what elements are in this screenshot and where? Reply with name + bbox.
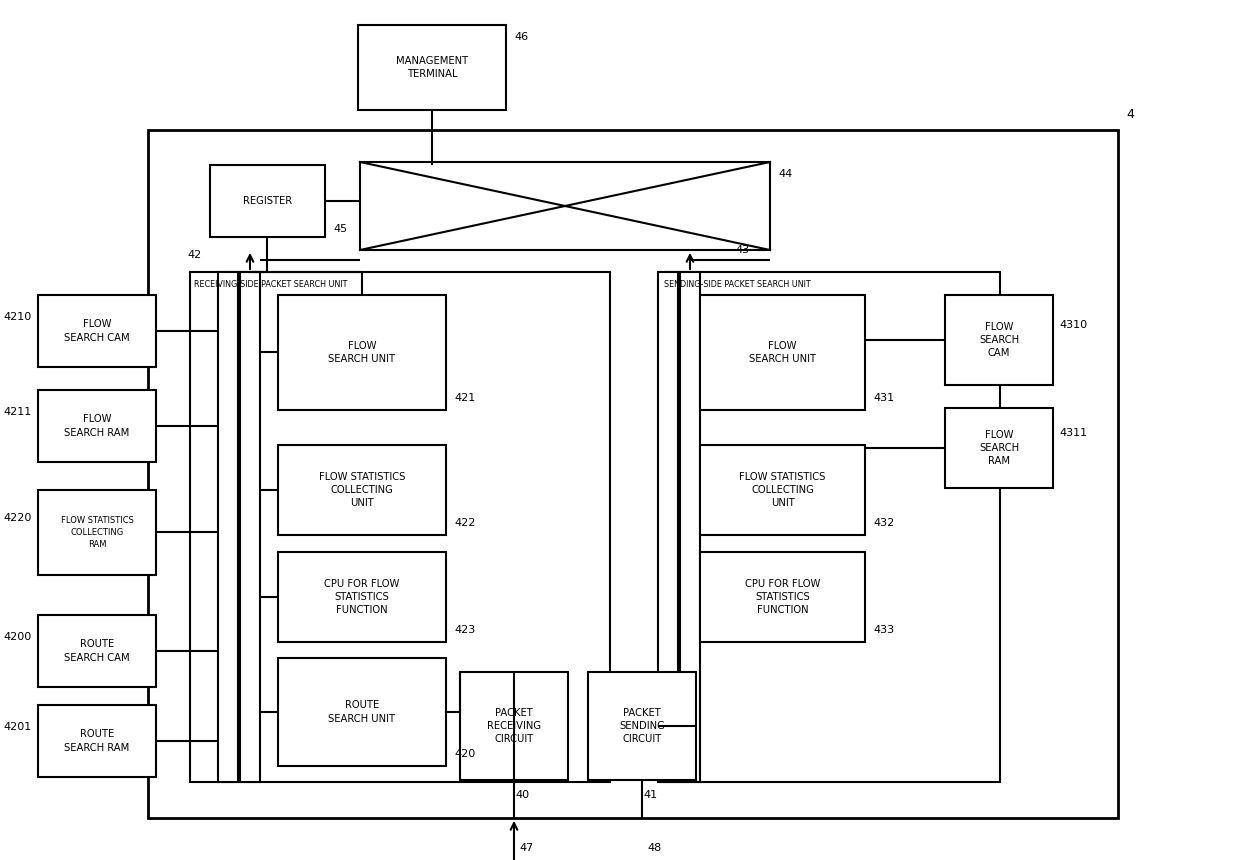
Bar [701,552,866,642]
Text: 4201: 4201 [4,722,32,732]
Text: 431: 431 [873,393,894,403]
Text: 47: 47 [520,843,533,853]
Bar [38,615,156,687]
Bar [38,390,156,462]
Text: FLOW STATISTICS
COLLECTING
RAM: FLOW STATISTICS COLLECTING RAM [61,516,134,549]
Text: 4200: 4200 [4,632,32,642]
Bar [148,130,1118,818]
Text: FLOW
SEARCH
RAM: FLOW SEARCH RAM [978,430,1019,466]
Text: FLOW STATISTICS
COLLECTING
UNIT: FLOW STATISTICS COLLECTING UNIT [319,472,405,508]
Text: RECEIVING-SIDE PACKET SEARCH UNIT: RECEIVING-SIDE PACKET SEARCH UNIT [193,280,347,289]
Text: FLOW
SEARCH CAM: FLOW SEARCH CAM [64,319,130,342]
Text: CPU FOR FLOW
STATISTICS
FUNCTION: CPU FOR FLOW STATISTICS FUNCTION [745,579,820,615]
Bar [38,295,156,367]
Bar [360,162,770,250]
Text: 45: 45 [334,224,347,234]
Text: 433: 433 [873,625,894,635]
Text: 421: 421 [454,393,475,403]
Text: FLOW STATISTICS
COLLECTING
UNIT: FLOW STATISTICS COLLECTING UNIT [739,472,826,508]
Bar [278,658,446,766]
Text: 4311: 4311 [1059,428,1087,438]
Bar [945,408,1053,488]
Text: ROUTE
SEARCH RAM: ROUTE SEARCH RAM [64,729,130,752]
Text: 4210: 4210 [4,312,32,322]
Text: 43: 43 [735,245,749,255]
Bar [38,490,156,575]
Bar [278,445,446,535]
Bar [460,672,568,780]
Bar [701,445,866,535]
Text: CPU FOR FLOW
STATISTICS
FUNCTION: CPU FOR FLOW STATISTICS FUNCTION [325,579,399,615]
Bar [241,272,260,782]
Text: FLOW
SEARCH UNIT: FLOW SEARCH UNIT [749,341,816,364]
Text: 4211: 4211 [4,407,32,417]
Text: 432: 432 [873,518,894,528]
Text: FLOW
SEARCH RAM: FLOW SEARCH RAM [64,415,130,438]
Text: 4220: 4220 [4,513,32,523]
Text: PACKET
SENDING
CIRCUIT: PACKET SENDING CIRCUIT [619,708,665,744]
Text: PACKET
RECEIVING
CIRCUIT: PACKET RECEIVING CIRCUIT [487,708,541,744]
Bar [680,272,701,782]
Text: FLOW
SEARCH UNIT: FLOW SEARCH UNIT [329,341,396,364]
Text: 423: 423 [454,625,475,635]
Text: 46: 46 [515,32,528,42]
Text: 41: 41 [642,790,657,800]
Bar [190,272,610,782]
Text: 44: 44 [777,169,792,179]
Text: SENDING-SIDE PACKET SEARCH UNIT: SENDING-SIDE PACKET SEARCH UNIT [663,280,811,289]
Bar [210,165,325,237]
Bar [218,272,238,782]
Bar [660,272,999,782]
Text: 40: 40 [515,790,529,800]
Text: 420: 420 [454,749,475,759]
Bar [588,672,696,780]
Text: FLOW
SEARCH
CAM: FLOW SEARCH CAM [978,322,1019,359]
Text: 42: 42 [187,250,202,260]
Text: ROUTE
SEARCH CAM: ROUTE SEARCH CAM [64,639,130,662]
Bar [278,295,446,410]
Text: 4310: 4310 [1059,320,1087,330]
Text: MANAGEMENT
TERMINAL: MANAGEMENT TERMINAL [396,56,467,79]
Bar [278,552,446,642]
Bar [658,272,678,782]
Bar [38,705,156,777]
Bar [945,295,1053,385]
Text: 48: 48 [647,843,661,853]
Text: ROUTE
SEARCH UNIT: ROUTE SEARCH UNIT [329,700,396,723]
Bar [701,295,866,410]
Text: 4: 4 [1126,108,1133,121]
Bar [358,25,506,110]
Text: REGISTER: REGISTER [243,196,293,206]
Text: 422: 422 [454,518,475,528]
